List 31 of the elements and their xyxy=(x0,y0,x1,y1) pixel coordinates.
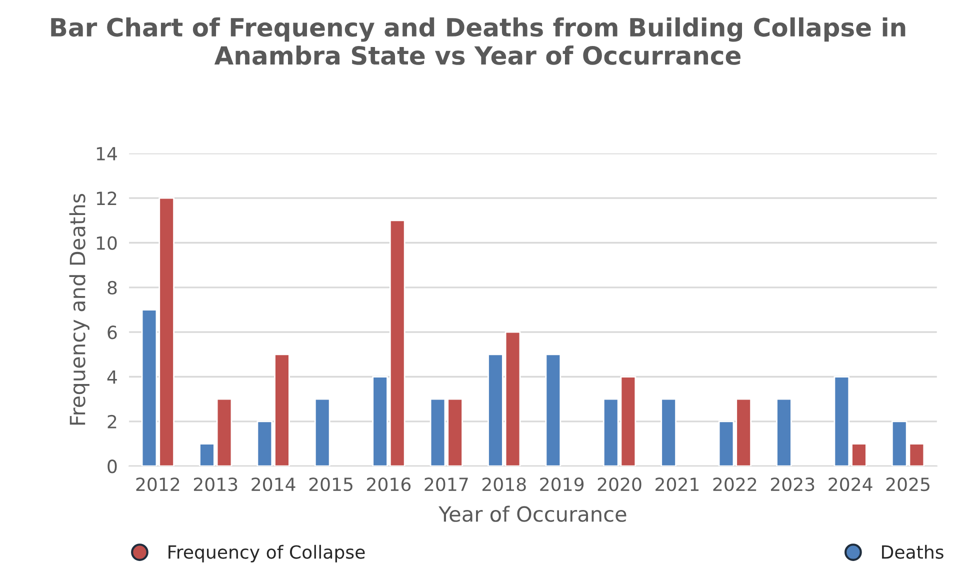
x-tick-label: 2012 xyxy=(136,478,180,492)
x-tick-label: 2020 xyxy=(598,478,642,492)
y-tick-label: 10 xyxy=(96,236,117,250)
x-tick-label: 2024 xyxy=(828,478,872,492)
legend-label: Deaths xyxy=(882,544,944,559)
legend-label: Frequency of Collapse xyxy=(168,544,365,562)
bar xyxy=(314,398,330,466)
y-tick-label: 8 xyxy=(108,280,117,295)
x-tick-label: 2014 xyxy=(252,478,296,492)
y-tick-label: 2 xyxy=(108,414,116,428)
y-tick-label: 12 xyxy=(96,192,116,205)
bar xyxy=(545,354,562,466)
y-axis-title: Frequency and Deaths xyxy=(69,194,90,425)
x-tick-label: 2022 xyxy=(713,478,756,492)
x-tick-label: 2021 xyxy=(656,478,699,492)
x-tick-label: 2015 xyxy=(309,478,352,492)
chart-title: Bar Chart of Frequency and Deaths from Building Collapse in Anambra State vs Year of Occurrance xyxy=(51,17,906,65)
x-tick-label: 2017 xyxy=(424,478,468,492)
x-tick-label: 2023 xyxy=(770,478,814,492)
x-axis-title: Year of Occurance xyxy=(438,506,626,522)
y-tick-label: 6 xyxy=(108,326,117,340)
bar xyxy=(660,398,676,466)
y-tick-label: 0 xyxy=(108,460,117,474)
x-tick-label: 2025 xyxy=(886,478,930,492)
y-tick-label: 14 xyxy=(96,147,117,160)
y-tick-label: 4 xyxy=(107,370,117,384)
x-tick-label: 2018 xyxy=(482,478,526,492)
x-tick-label: 2016 xyxy=(367,478,411,492)
x-tick-label: 2013 xyxy=(194,478,238,492)
bar xyxy=(776,398,792,466)
x-tick-label: 2019 xyxy=(540,478,584,492)
